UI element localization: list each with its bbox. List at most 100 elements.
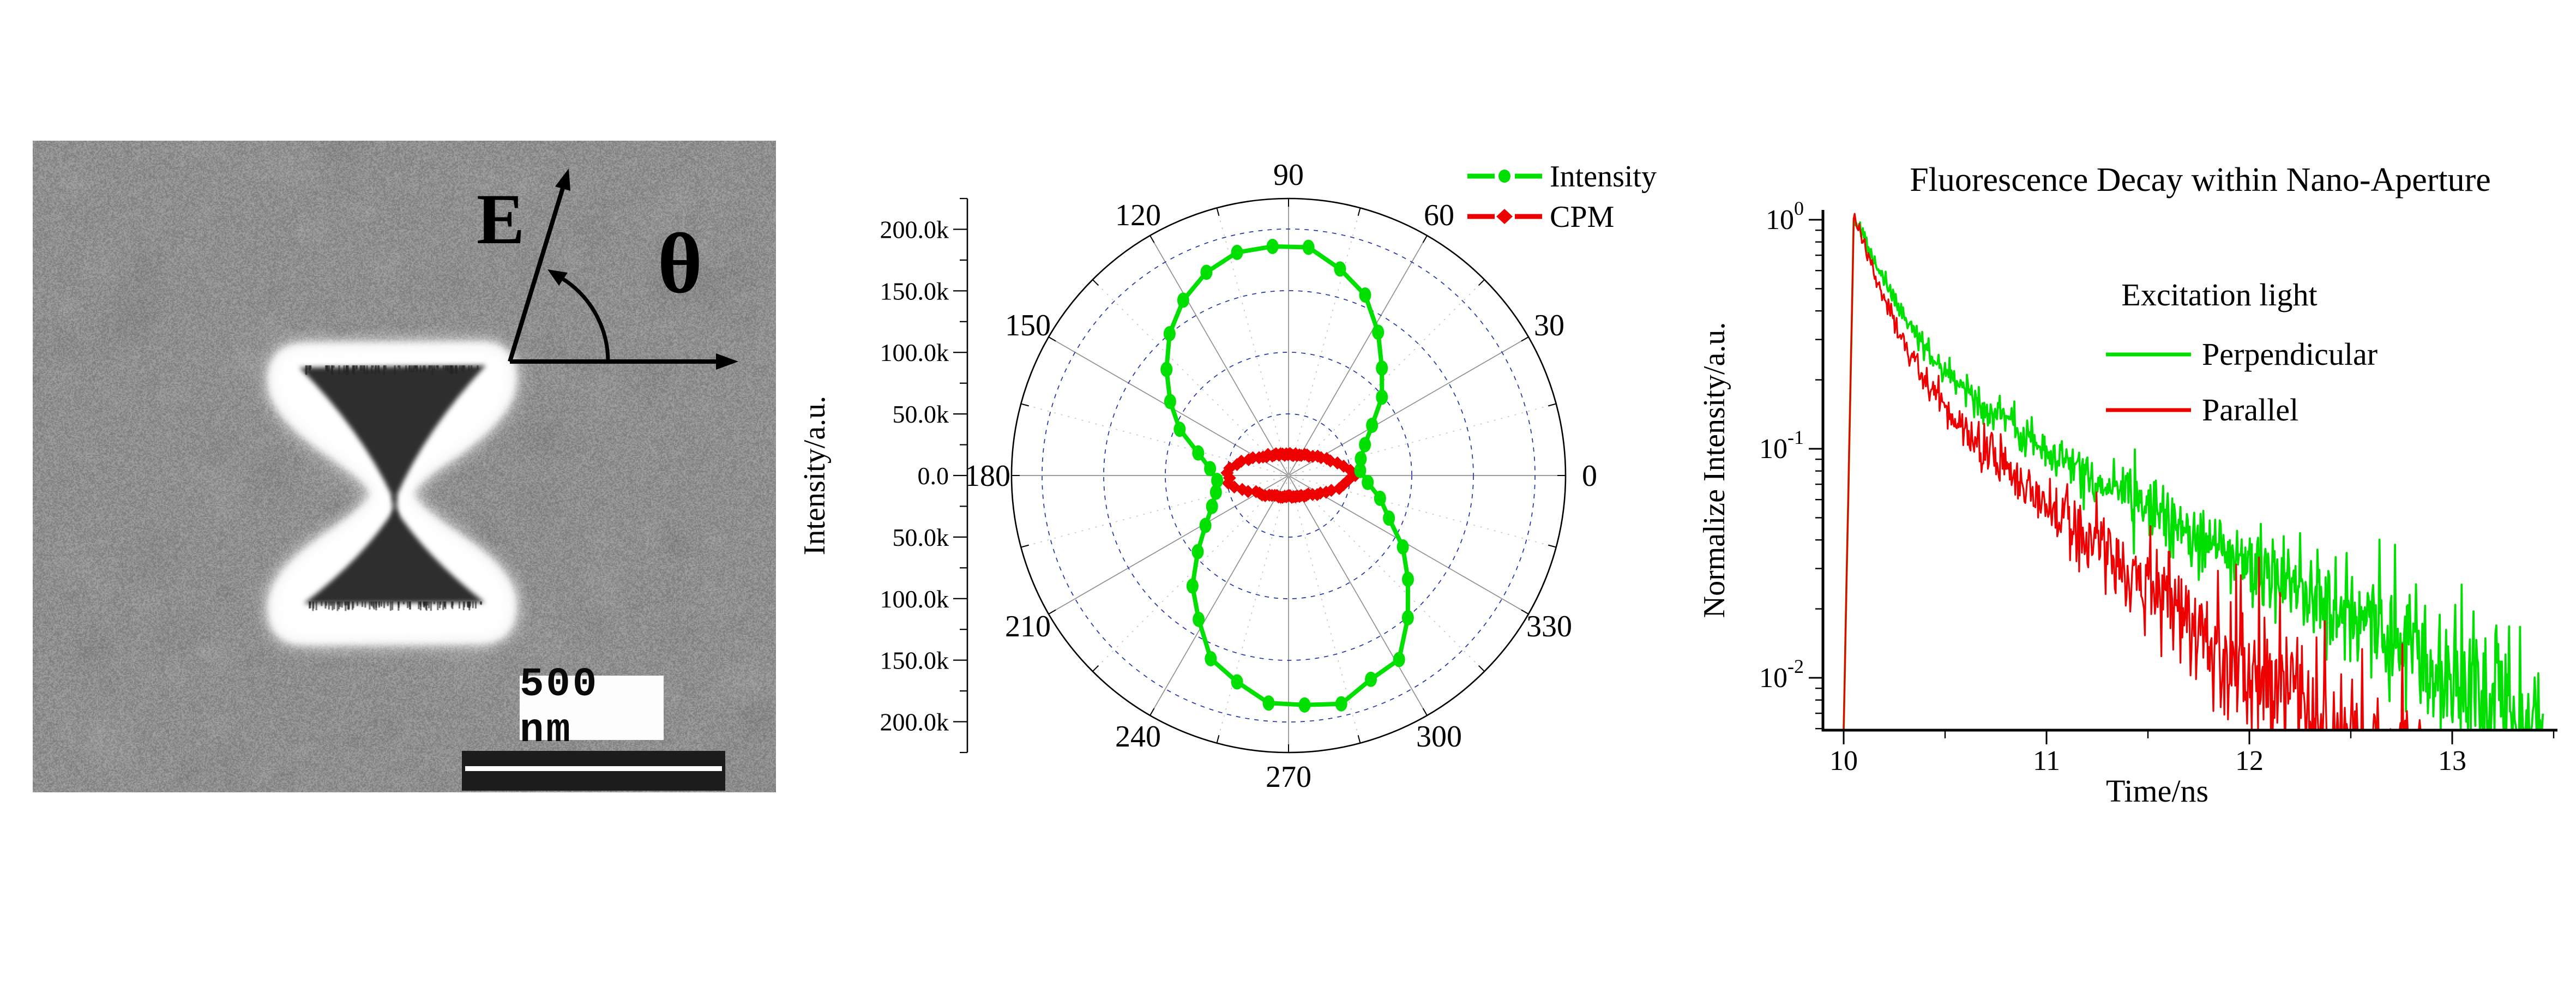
polar-angle-label: 240 <box>1115 720 1161 754</box>
scale-text-box: 500 nm <box>520 662 664 754</box>
polar-spoke-major <box>1288 336 1529 476</box>
decay-curve-parallel <box>1843 213 2422 731</box>
polar-spoke-minor <box>1092 475 1289 672</box>
decay-legend-heading: Excitation light <box>2121 277 2317 312</box>
polar-marker-circle <box>1177 292 1189 308</box>
polar-radial-tick-label: 200.0k <box>880 708 949 736</box>
polar-marker-circle <box>1163 326 1176 342</box>
polar-radial-tick-label: 0.0 <box>918 462 949 490</box>
polar-legend-label: CPM <box>1550 200 1614 234</box>
polar-spoke-minor <box>1288 475 1485 672</box>
polar-circle-tick <box>1216 208 1220 216</box>
polar-marker-circle <box>1298 697 1311 713</box>
decay-chart: 100 10-1 10-2 10 11 12 13 Fluorescence Decay wi… <box>1698 161 2557 809</box>
polar-marker-circle <box>1302 239 1315 255</box>
polar-spoke-major <box>1048 475 1289 615</box>
polar-marker-circle <box>1365 671 1377 687</box>
sem-image-panel: E θ 500 nm <box>33 141 776 792</box>
decay-legend-label: Perpendicular <box>2202 336 2378 372</box>
polar-marker-circle <box>1160 362 1173 377</box>
polar-legend-label: Intensity <box>1550 160 1657 194</box>
polar-marker-circle <box>1401 610 1414 625</box>
polar-spoke-minor <box>1288 475 1556 548</box>
theta-label: θ <box>657 216 703 311</box>
polar-marker-circle <box>1231 674 1243 690</box>
polar-circle-tick <box>1216 735 1220 743</box>
polar-circle-tick <box>1149 235 1155 243</box>
polar-marker-circle <box>1376 389 1388 405</box>
polar-marker-circle <box>1359 437 1371 453</box>
polar-angle-label: 330 <box>1526 610 1572 643</box>
polar-marker-circle <box>1334 261 1346 277</box>
polar-marker-circle <box>1209 484 1222 500</box>
polar-circle-tick <box>1478 279 1485 286</box>
legend-marker-diamond <box>1496 209 1513 224</box>
polar-marker-circle <box>1199 517 1212 533</box>
polar-marker-circle <box>1211 473 1224 489</box>
polar-circle-tick <box>1521 609 1529 615</box>
polar-marker-circle <box>1372 324 1385 340</box>
polar-radial-tick-label: 150.0k <box>880 277 949 305</box>
polar-circle-tick <box>1149 708 1155 716</box>
polar-circle-tick <box>1021 544 1030 548</box>
polar-circle-tick <box>1048 336 1056 342</box>
polar-angle-label: 0 <box>1582 459 1597 493</box>
polar-radial-tick-label: 100.0k <box>880 585 949 613</box>
polar-marker-circle <box>1401 571 1414 587</box>
decay-x-tick-label: 12 <box>2235 745 2264 777</box>
polar-radial-tick-label: 150.0k <box>880 647 949 675</box>
polar-marker-circle <box>1393 652 1405 667</box>
polar-axis-title: Intensity/a.u. <box>798 396 832 555</box>
polar-circle-tick <box>1548 544 1556 548</box>
decay-y-tick-label: 100 <box>1766 197 1804 236</box>
polar-marker-circle <box>1173 422 1186 437</box>
polar-angle-label: 300 <box>1416 720 1462 754</box>
scale-label: 500 nm <box>520 662 599 754</box>
polar-radial-tick-label: 50.0k <box>893 400 949 428</box>
polar-circle-tick <box>1521 336 1529 342</box>
decay-y-axis-title: Normalize Intensity/a.u. <box>1698 322 1731 618</box>
polar-marker-diamond <box>1341 474 1355 488</box>
polar-marker-circle <box>1366 417 1379 433</box>
decay-y-tick-label: 10-1 <box>1759 426 1804 465</box>
polar-marker-circle <box>1383 510 1395 526</box>
decay-legend-label: Parallel <box>2202 392 2298 428</box>
polar-marker-circle <box>1355 451 1367 467</box>
polar-spoke-major <box>1288 235 1428 476</box>
polar-circle-tick <box>1092 665 1099 672</box>
polar-marker-circle <box>1186 578 1199 594</box>
polar-marker-circle <box>1191 544 1204 559</box>
polar-marker-circle <box>1266 238 1279 254</box>
polar-spoke-major <box>1288 475 1428 716</box>
decay-x-axis-title: Time/ns <box>2106 773 2208 809</box>
polar-angle-label: 270 <box>1266 760 1311 794</box>
polar-angle-label: 120 <box>1115 198 1161 232</box>
scale-bar <box>462 751 725 791</box>
decay-curve-perpendicular <box>1843 218 2544 732</box>
polar-angle-label: 150 <box>1005 309 1051 342</box>
polar-marker-circle <box>1200 264 1213 280</box>
polar-grid-ring <box>1103 290 1474 661</box>
polar-marker-circle <box>1374 490 1386 506</box>
polar-marker-circle <box>1359 287 1371 303</box>
polar-marker-circle <box>1262 695 1275 711</box>
polar-radial-tick-label: 200.0k <box>880 215 949 243</box>
polar-marker-circle <box>1164 394 1176 410</box>
polar-circle-tick <box>1548 403 1556 407</box>
polar-angle-label: 210 <box>1005 610 1051 643</box>
polar-circle-tick <box>1422 708 1428 716</box>
polar-angle-label: 30 <box>1534 309 1564 342</box>
polar-marker-circle <box>1231 244 1243 260</box>
polar-angle-label: 180 <box>965 459 1010 493</box>
polar-marker-circle <box>1354 462 1367 478</box>
polar-marker-circle <box>1206 498 1218 514</box>
polar-spoke-major <box>1149 475 1289 716</box>
polar-angle-label: 60 <box>1424 198 1454 232</box>
polar-marker-diamond <box>1241 485 1255 498</box>
polar-marker-circle <box>1376 360 1388 376</box>
polar-circle-tick <box>1092 279 1099 286</box>
polar-circle-tick <box>1422 235 1428 243</box>
polar-root: 200.0k 150.0k 100.0k 50.0k 0.0 50.0k 100.0k 150… <box>798 158 1657 794</box>
polar-chart: 200.0k 150.0k 100.0k 50.0k 0.0 50.0k 100.0k 150… <box>798 158 1657 794</box>
